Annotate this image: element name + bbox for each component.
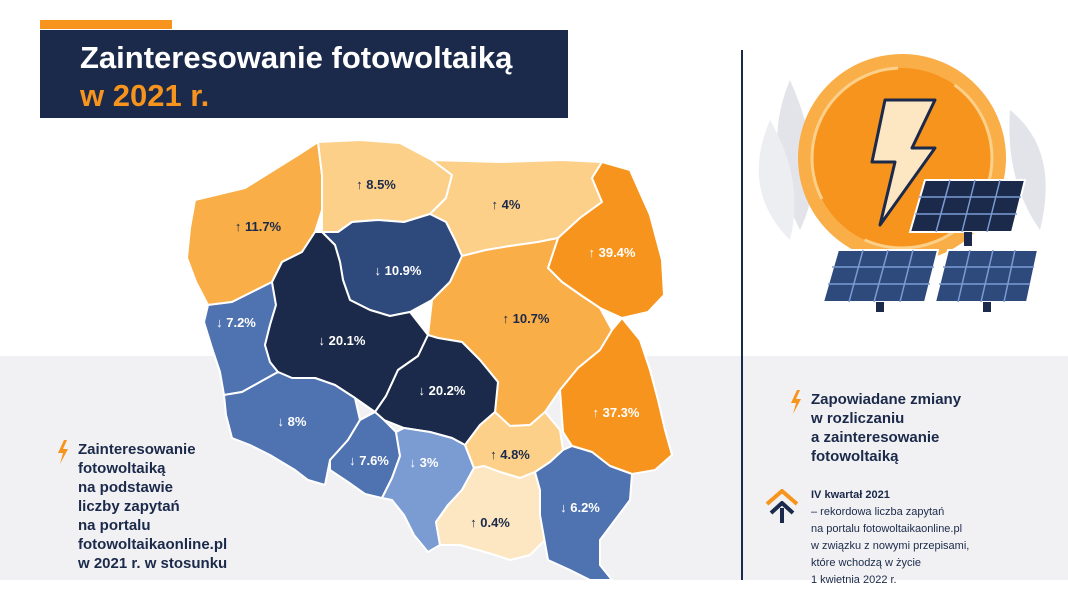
lightning-bolt-icon (58, 440, 68, 464)
left-note-line: na podstawie (78, 479, 174, 496)
left-note-line: Zainteresowanie (78, 441, 196, 458)
right-note: IV kwartał 2021 – rekordowa liczba zapyt… (811, 487, 1051, 589)
right-heading-line: a zainteresowanie (811, 429, 940, 446)
vertical-divider (741, 50, 743, 580)
page-subtitle: w 2021 r. (80, 78, 210, 113)
right-heading-line: Zapowiadane zmiany (811, 391, 962, 408)
region-label-podlaskie: ↑ 39.4% (589, 245, 636, 260)
region-label-opolskie: ↓ 7.6% (349, 453, 389, 468)
right-note-line: – rekordowa liczba zapytań (811, 506, 945, 518)
page-title: Zainteresowanie fotowoltaiką (80, 40, 513, 75)
lightning-bolt-icon (791, 390, 801, 414)
region-label-swietokrzyskie: ↑ 4.8% (490, 447, 530, 462)
region-label-warminsko-mazurskie: ↑ 4% (492, 197, 521, 212)
region-label-lubuskie: ↓ 7.2% (216, 315, 256, 330)
left-note-line: fotowoltaiką (78, 460, 166, 477)
sun-solar-panels-illustration (758, 54, 1046, 312)
region-label-pomorskie: ↑ 8.5% (356, 177, 396, 192)
right-note-line: na portalu fotowoltaikaonline.pl (811, 523, 963, 535)
left-note-line: liczby zapytań (78, 498, 180, 515)
right-heading-line: w rozliczaniu (811, 410, 905, 427)
region-label-mazowieckie: ↑ 10.7% (503, 311, 550, 326)
region-label-podkarpackie: ↓ 6.2% (560, 500, 600, 515)
region-podkarpackie (534, 445, 633, 580)
right-heading-line: fotowoltaiką (811, 448, 899, 465)
left-note-line: na portalu (78, 517, 151, 534)
region-label-wielkopolskie: ↓ 20.1% (319, 333, 366, 348)
title-box: Zainteresowanie fotowoltaiką w 2021 r. (40, 30, 568, 118)
right-note-line: które wchodzą w życie (811, 557, 922, 569)
region-label-zachodniopomorskie: ↑ 11.7% (235, 219, 282, 234)
right-note-line: 1 kwietnia 2022 r. (811, 574, 897, 586)
left-note: Zainteresowanie fotowoltaiką na podstawi… (78, 440, 278, 573)
double-chevron-up-icon (765, 489, 799, 523)
region-label-malopolskie: ↑ 0.4% (470, 515, 510, 530)
right-heading: Zapowiadane zmiany w rozliczaniu a zaint… (811, 390, 1011, 466)
region-malopolskie (435, 465, 546, 561)
region-label-lodzkie: ↓ 20.2% (419, 383, 466, 398)
region-label-slaskie: ↓ 3% (410, 455, 439, 470)
left-note-line: w 2021 r. w stosunku (78, 555, 228, 572)
region-label-kujawsko-pomorskie: ↓ 10.9% (375, 263, 422, 278)
left-note-line: fotowoltaikaonline.pl (78, 536, 228, 553)
right-note-line: w związku z nowymi przepisami, (811, 540, 970, 552)
title-accent-bar (40, 20, 172, 29)
quarter-label: IV kwartał 2021 (811, 489, 890, 501)
region-label-dolnoslaskie: ↓ 8% (278, 414, 307, 429)
region-label-lubelskie: ↑ 37.3% (593, 405, 640, 420)
